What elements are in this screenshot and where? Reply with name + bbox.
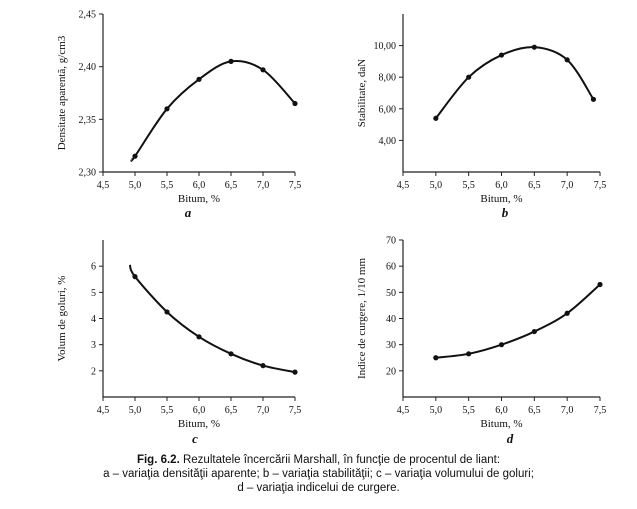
data-point	[260, 67, 266, 73]
caption-line-1: Fig. 6.2. Rezultatele încercării Marshal…	[0, 453, 637, 467]
y-axis-title: Indice de curgere, 1/10 mm	[356, 258, 368, 380]
data-point	[564, 57, 570, 63]
x-tick-label: 6,0	[193, 405, 206, 416]
data-point	[531, 44, 537, 50]
x-tick-label: 5,5	[161, 405, 174, 416]
x-tick-label: 7,0	[257, 180, 270, 191]
x-tick-label: 7,0	[561, 405, 574, 416]
y-tick-label: 2,45	[79, 10, 97, 21]
y-tick-label: 60	[386, 262, 396, 273]
x-tick-label: 6,5	[528, 180, 541, 191]
y-tick-label: 70	[386, 236, 396, 247]
data-point	[433, 355, 439, 361]
chart-panel-c: 4,5 5,0 5,5 6,0 6,5 7,0 7,5 2 3 4 5 6 Bitum, % Volum …	[56, 240, 301, 446]
x-tick-label: 5,0	[430, 180, 443, 191]
y-tick-label: 2	[91, 366, 96, 377]
y-tick-label: 2,40	[79, 62, 97, 73]
series-curve	[435, 283, 601, 359]
y-tick-label: 3	[91, 340, 96, 351]
data-point	[292, 369, 298, 375]
data-point	[590, 96, 597, 102]
x-tick-label: 5,0	[129, 405, 142, 416]
y-tick-label: 6	[91, 262, 96, 273]
data-point	[466, 351, 472, 357]
panel-letter-b: b	[502, 205, 509, 220]
data-point	[531, 328, 537, 335]
caption-line-2: a – variaţia densităţii aparente; b – va…	[103, 468, 534, 480]
chart-panel-d: 4,5 5,0 5,5 6,0 6,5 7,0 7,5 20 30 40 50 60 70 Bitum, …	[356, 236, 606, 447]
x-tick-label: 5,5	[462, 180, 475, 191]
caption-line-3: d – variaţia indicelui de curgere.	[237, 482, 400, 494]
data-point	[164, 106, 170, 112]
y-axis-title: Stabilitate, daN	[356, 59, 368, 127]
data-point	[196, 76, 202, 82]
data-point	[132, 153, 138, 159]
x-tick-label: 7,5	[594, 180, 607, 191]
x-tick-label: 7,0	[561, 180, 574, 191]
series-curve	[435, 46, 595, 119]
y-tick-label: 6,00	[379, 104, 397, 115]
x-tick-label: 5,5	[161, 180, 174, 191]
data-point	[260, 363, 266, 369]
series-curve	[130, 60, 296, 162]
x-tick-label: 7,5	[289, 180, 302, 191]
x-tick-label: 4,5	[397, 405, 410, 416]
y-tick-label: 4,00	[379, 136, 397, 147]
data-point	[228, 351, 234, 357]
x-axis-title: Bitum, %	[480, 193, 522, 205]
y-tick-label: 5	[91, 288, 96, 299]
figure-caption: Fig. 6.2. Rezultatele încercării Marshal…	[0, 453, 637, 495]
y-tick-label: 20	[386, 366, 396, 377]
x-tick-label: 6,5	[225, 405, 238, 416]
chart-panel-b: 4,5 5,0 5,5 6,0 6,5 7,0 7,5 4,00 6,00 8,00 10,00 Bi…	[356, 14, 606, 220]
y-tick-label: 50	[386, 288, 396, 299]
chart-panel-a: 4,5 5,0 5,5 6,0 6,5 7,0 7,5 2,30 2,35 2,40 2,45 Bit…	[56, 10, 301, 221]
panel-letter-a: a	[185, 205, 192, 220]
data-point	[564, 310, 570, 316]
x-axis-title: Bitum, %	[178, 193, 220, 205]
data-point	[498, 342, 505, 348]
series-curve	[128, 264, 296, 374]
panel-letter-d: d	[507, 431, 514, 446]
x-tick-label: 5,5	[462, 405, 475, 416]
caption-title-text: Rezultatele încercării Marshall, în func…	[182, 454, 501, 466]
data-point	[132, 274, 138, 280]
data-point	[196, 334, 202, 340]
x-tick-label: 7,5	[289, 405, 302, 416]
y-tick-label: 2,30	[79, 168, 97, 179]
data-point	[597, 281, 603, 288]
x-axis-title: Bitum, %	[178, 418, 220, 430]
data-point	[164, 309, 170, 315]
x-tick-label: 6,5	[528, 405, 541, 416]
y-axis-title: Volum de goluri, %	[56, 276, 68, 362]
y-tick-label: 8,00	[379, 73, 397, 84]
x-tick-label: 4,5	[397, 180, 410, 191]
x-tick-label: 6,0	[495, 180, 508, 191]
caption-figure-number: Fig. 6.2.	[136, 454, 180, 466]
data-point	[228, 58, 234, 64]
y-tick-label: 2,35	[79, 115, 97, 126]
x-tick-label: 6,5	[225, 180, 238, 191]
data-point	[498, 52, 505, 58]
data-point	[466, 74, 472, 80]
y-tick-label: 40	[386, 314, 396, 325]
y-axis-title: Densitate aparentă, g/cm3	[56, 35, 68, 150]
x-tick-label: 6,0	[193, 180, 206, 191]
data-point	[292, 100, 298, 107]
y-tick-label: 4	[91, 314, 96, 325]
x-tick-label: 5,0	[129, 180, 142, 191]
x-tick-label: 6,0	[495, 405, 508, 416]
data-point	[433, 115, 439, 121]
x-axis-title: Bitum, %	[480, 418, 522, 430]
x-tick-label: 7,5	[594, 405, 607, 416]
y-tick-label: 30	[386, 340, 396, 351]
x-tick-label: 4,5	[97, 180, 110, 191]
x-tick-label: 4,5	[97, 405, 110, 416]
x-tick-label: 5,0	[430, 405, 443, 416]
y-tick-label: 10,00	[374, 41, 397, 52]
x-tick-label: 7,0	[257, 405, 270, 416]
panel-letter-c: c	[192, 431, 198, 446]
